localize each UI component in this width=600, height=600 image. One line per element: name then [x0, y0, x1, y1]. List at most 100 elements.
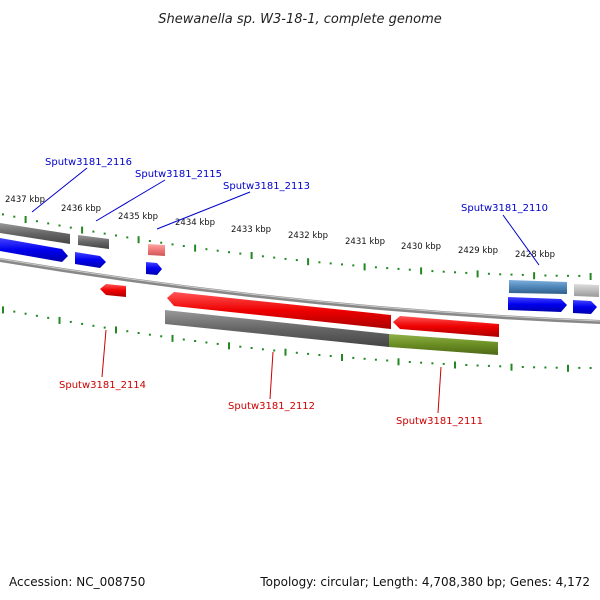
minor-tick — [386, 267, 389, 270]
minor-tick — [431, 270, 434, 273]
gene-feature[interactable] — [0, 223, 70, 244]
minor-tick — [261, 255, 264, 258]
minor-tick — [465, 364, 468, 366]
forward-gene-row — [0, 238, 597, 314]
minor-tick — [295, 259, 298, 262]
minor-tick — [47, 316, 50, 319]
genome-backbone-highlight — [0, 258, 600, 322]
minor-tick — [567, 274, 569, 277]
reverse-gene-arrow[interactable] — [167, 292, 391, 329]
tick-labels: 2437 kbp 2436 kbp 2435 kbp 2434 kbp 2433… — [5, 195, 555, 260]
callout-line — [502, 214, 540, 266]
gene-feature[interactable] — [165, 310, 389, 347]
minor-tick — [205, 341, 208, 344]
major-tick — [194, 244, 197, 252]
minor-tick — [148, 333, 151, 336]
minor-tick — [442, 270, 445, 273]
minor-tick — [295, 351, 298, 354]
minor-tick — [307, 352, 310, 355]
tick-label: 2437 kbp — [5, 195, 45, 205]
tick-label: 2436 kbp — [61, 204, 101, 214]
minor-tick — [216, 249, 219, 252]
minor-tick — [374, 266, 377, 269]
major-tick — [363, 263, 366, 271]
minor-tick — [408, 268, 411, 271]
gene-label-sputw3181-2111[interactable]: Sputw3181_2111 — [396, 416, 483, 427]
gene-feature[interactable] — [574, 284, 599, 297]
gene-feature[interactable] — [78, 235, 109, 249]
minor-tick — [465, 271, 468, 274]
forward-gene-arrow[interactable] — [508, 297, 567, 312]
gene-label-sputw3181-2116[interactable]: Sputw3181_2116 — [45, 157, 132, 168]
minor-tick — [103, 326, 106, 329]
major-tick — [567, 364, 569, 372]
minor-tick — [216, 342, 219, 345]
minor-tick — [487, 272, 490, 275]
minor-tick — [228, 251, 230, 254]
minor-tick — [273, 349, 276, 352]
reverse-gene-arrow[interactable] — [393, 316, 499, 337]
tick-label: 2433 kbp — [231, 225, 271, 235]
minor-tick — [160, 241, 163, 244]
major-tick — [420, 267, 423, 275]
major-tick — [2, 306, 4, 314]
forward-gene-arrow[interactable] — [573, 300, 597, 314]
gene-label-sputw3181-2112[interactable]: Sputw3181_2112 — [228, 401, 315, 412]
tick-label: 2430 kbp — [401, 242, 441, 252]
gene-label-sputw3181-2113[interactable]: Sputw3181_2113 — [223, 181, 310, 192]
gene-label-sputw3181-2110[interactable]: Sputw3181_2110 — [461, 203, 548, 214]
minor-tick — [487, 364, 490, 367]
genome-backbone — [0, 258, 600, 324]
minor-tick — [126, 236, 129, 239]
diagram-title: Shewanella sp. W3-18-1, complete genome — [158, 12, 441, 27]
minor-tick — [386, 359, 389, 362]
gene-label-sputw3181-2114[interactable]: Sputw3181_2114 — [59, 380, 146, 391]
minor-tick — [47, 222, 50, 225]
minor-tick — [363, 357, 366, 360]
minor-tick — [239, 345, 242, 348]
minor-tick — [329, 262, 332, 265]
reverse-gene-arrow[interactable] — [100, 284, 126, 297]
minor-tick — [318, 354, 321, 356]
minor-tick — [454, 271, 456, 274]
major-tick — [533, 272, 536, 280]
minor-tick — [194, 340, 197, 342]
gene-feature[interactable] — [148, 244, 165, 256]
minor-tick — [81, 322, 84, 325]
callout-line — [101, 329, 107, 378]
minor-tick — [521, 366, 524, 368]
forward-gene-arrow[interactable] — [0, 238, 68, 262]
minor-tick — [499, 365, 502, 368]
major-tick — [307, 258, 310, 266]
minor-tick — [24, 312, 27, 315]
lower-tick-track — [2, 306, 592, 372]
minor-tick — [555, 366, 558, 369]
major-tick — [341, 354, 343, 361]
minor-tick — [171, 243, 174, 246]
gene-feature[interactable] — [389, 334, 498, 355]
major-tick — [228, 342, 230, 350]
major-tick — [284, 348, 287, 356]
major-tick — [250, 252, 253, 259]
minor-tick — [442, 362, 445, 365]
minor-tick — [329, 355, 332, 357]
minor-tick — [374, 358, 377, 361]
upper-feature-row — [0, 223, 599, 297]
gene-label-sputw3181-2115[interactable]: Sputw3181_2115 — [135, 169, 222, 180]
minor-tick — [352, 264, 355, 267]
forward-gene-arrow[interactable] — [75, 252, 106, 268]
minor-tick — [205, 248, 208, 251]
minor-tick — [92, 324, 95, 327]
minor-tick — [250, 347, 253, 349]
minor-tick — [182, 338, 185, 341]
minor-tick — [499, 273, 502, 276]
gene-feature[interactable] — [509, 280, 567, 294]
minor-tick — [160, 335, 163, 338]
minor-tick — [476, 364, 479, 367]
major-tick — [454, 361, 456, 369]
forward-gene-arrow[interactable] — [146, 262, 162, 275]
minor-tick — [115, 234, 117, 237]
tick-label: 2428 kbp — [515, 250, 555, 260]
minor-tick — [544, 274, 547, 277]
